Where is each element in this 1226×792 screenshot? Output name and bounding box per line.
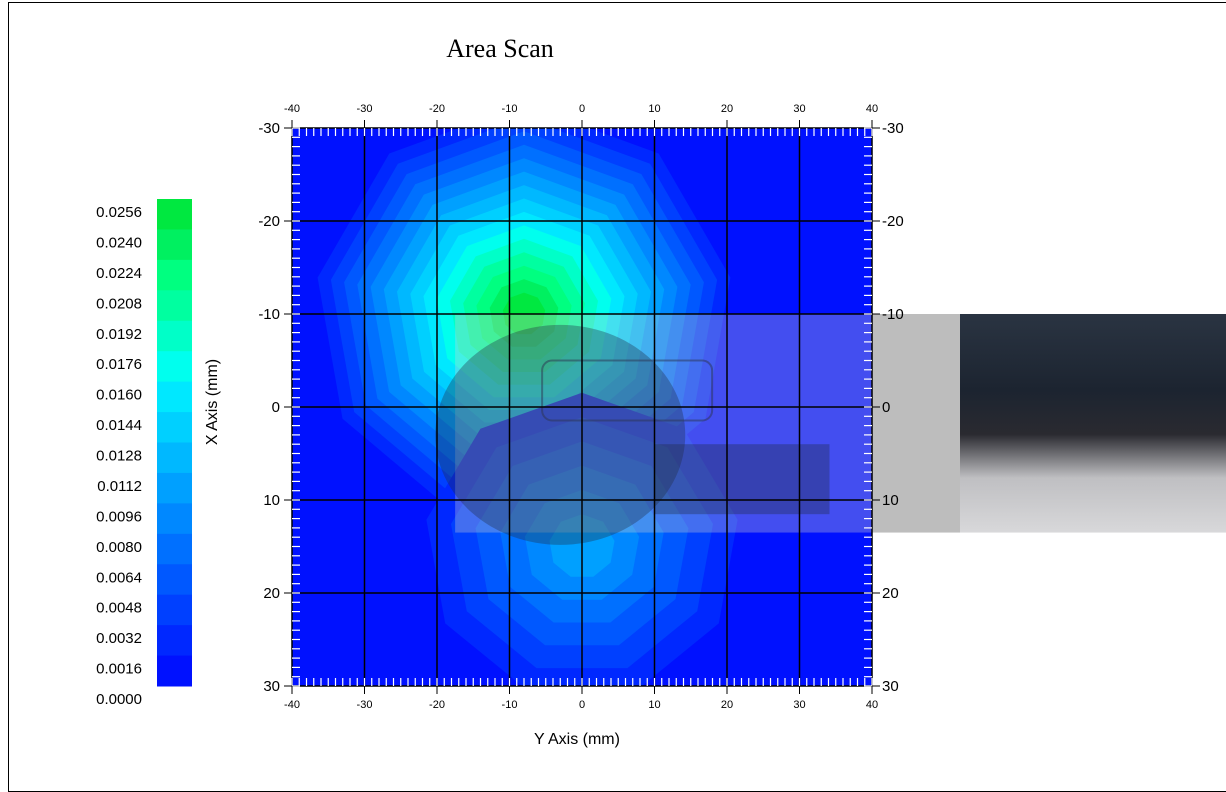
x-tick-label-bottom: 30 [793,699,805,711]
colorbar-segment [157,594,192,626]
colorbar-segment [157,259,192,291]
x-tick-label-top: -40 [284,103,300,115]
device-photo-overlay [435,314,1226,545]
colorbar-label: 0.0160 [96,387,142,404]
colorbar-segment [157,320,192,352]
x-tick-label-bottom: -10 [502,699,518,711]
colorbar-label: 0.0192 [96,326,142,343]
photo-grey-strip [872,314,960,533]
colorbar-segment [157,381,192,413]
colorbar-segment [157,472,192,504]
colorbar-label: 0.0064 [96,569,142,586]
colorbar-label: 0.0208 [96,295,142,312]
x-tick-label-top: -10 [502,103,518,115]
colorbar-segment [157,533,192,565]
colorbar-label: 0.0224 [96,265,142,282]
colorbar-segment [157,412,192,443]
x-tick-label-top: -30 [357,103,373,115]
y-tick-label-right: 30 [882,678,899,695]
y-tick-label-right: 10 [882,492,899,509]
y-tick-label-right: 20 [882,585,899,602]
x-tick-label-bottom: 0 [579,699,585,711]
x-tick-label-bottom: -30 [357,699,373,711]
y-tick-label-left: 0 [272,399,280,416]
colorbar-label: 0.0048 [96,600,142,617]
colorbar-segment [157,199,192,230]
device-shadow [435,324,686,545]
colorbar-label: 0.0240 [96,234,142,251]
colorbar-segment [157,625,192,657]
x-tick-label-top: 20 [721,103,733,115]
x-tick-label-top: 30 [793,103,805,115]
x-tick-label-top: 10 [648,103,660,115]
colorbar-segment [157,655,192,687]
chart-title: Area Scan [446,34,554,63]
x-axis-label: Y Axis (mm) [534,731,620,748]
y-tick-label-right: -20 [882,213,904,230]
y-tick-label-left: 30 [263,678,280,695]
y-tick-label-left: -10 [258,306,280,323]
colorbar-label: 0.0080 [96,539,142,556]
y-tick-label-right: -30 [882,120,904,137]
colorbar-segment [157,351,192,383]
colorbar-label: 0.0112 [97,478,142,495]
colorbar-label: 0.0176 [96,356,142,373]
x-tick-label-bottom: -40 [284,699,300,711]
colorbar-segment [157,229,192,261]
x-tick-label-top: -20 [429,103,445,115]
x-tick-label-bottom: 10 [648,699,660,711]
colorbar-label: 0.0032 [96,630,142,647]
colorbar-label: 0.0144 [96,417,142,434]
colorbar-label: 0.0256 [96,204,142,221]
y-tick-label-left: 20 [263,585,280,602]
device-outline [541,359,714,422]
colorbar-label: 0.0016 [96,661,142,678]
colorbar-segment [157,290,192,322]
y-tick-label-right: 0 [882,399,890,416]
y-axis-label: X Axis (mm) [204,359,221,445]
colorbar-segment [157,564,192,596]
device-body [654,444,830,515]
colorbar-label: 0.0096 [96,508,142,525]
colorbar-segment [157,442,192,474]
x-tick-label-top: 0 [579,103,585,115]
x-tick-label-bottom: 20 [721,699,733,711]
x-tick-label-bottom: 40 [866,699,878,711]
y-tick-label-right: -10 [882,306,904,323]
x-tick-label-bottom: -20 [429,699,445,711]
y-tick-label-left: -30 [258,120,280,137]
x-tick-label-top: 40 [866,103,878,115]
colorbar-segment [157,503,192,535]
colorbar-label: 0.0128 [96,448,142,465]
photo-opaque-area [960,314,1226,533]
y-tick-label-left: -20 [258,213,280,230]
y-tick-label-left: 10 [263,492,280,509]
colorbar-label: 0.0000 [96,691,142,708]
